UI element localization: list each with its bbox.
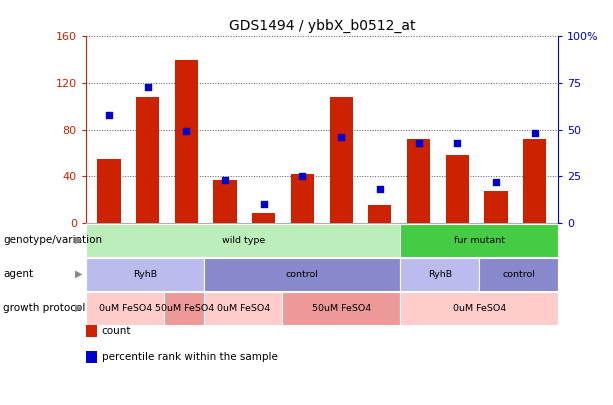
Point xyxy=(181,128,191,135)
Bar xyxy=(330,97,352,223)
Point xyxy=(414,139,424,146)
Point xyxy=(104,111,114,118)
Text: growth protocol: growth protocol xyxy=(3,303,85,313)
Point xyxy=(297,173,307,179)
Text: agent: agent xyxy=(3,269,33,279)
Text: control: control xyxy=(286,270,319,279)
Bar xyxy=(136,97,159,223)
Title: GDS1494 / ybbX_b0512_at: GDS1494 / ybbX_b0512_at xyxy=(229,19,415,33)
Bar xyxy=(213,180,237,223)
Text: count: count xyxy=(102,326,131,336)
Point xyxy=(337,134,346,140)
Point xyxy=(143,83,153,90)
Text: control: control xyxy=(502,270,535,279)
Bar xyxy=(252,213,275,223)
Text: wild type: wild type xyxy=(221,236,265,245)
Bar xyxy=(446,155,469,223)
Point xyxy=(530,130,539,136)
Point xyxy=(259,201,268,207)
Bar xyxy=(175,60,198,223)
Text: genotype/variation: genotype/variation xyxy=(3,235,102,245)
Text: 0uM FeSO4: 0uM FeSO4 xyxy=(216,304,270,313)
Point xyxy=(491,179,501,185)
Bar xyxy=(97,159,121,223)
Text: ▶: ▶ xyxy=(75,235,82,245)
Text: 50uM FeSO4: 50uM FeSO4 xyxy=(312,304,371,313)
Text: RyhB: RyhB xyxy=(428,270,452,279)
Text: fur mutant: fur mutant xyxy=(454,236,504,245)
Bar xyxy=(368,205,392,223)
Text: 0uM FeSO4: 0uM FeSO4 xyxy=(99,304,152,313)
Point xyxy=(452,139,462,146)
Point xyxy=(220,177,230,183)
Text: RyhB: RyhB xyxy=(133,270,157,279)
Bar xyxy=(291,174,314,223)
Bar xyxy=(523,139,546,223)
Point xyxy=(375,186,385,192)
Text: ▶: ▶ xyxy=(75,269,82,279)
Text: ▶: ▶ xyxy=(75,303,82,313)
Bar xyxy=(407,139,430,223)
Bar xyxy=(484,191,508,223)
Text: 50uM FeSO4: 50uM FeSO4 xyxy=(154,304,214,313)
Text: 0uM FeSO4: 0uM FeSO4 xyxy=(452,304,506,313)
Text: percentile rank within the sample: percentile rank within the sample xyxy=(102,352,278,362)
